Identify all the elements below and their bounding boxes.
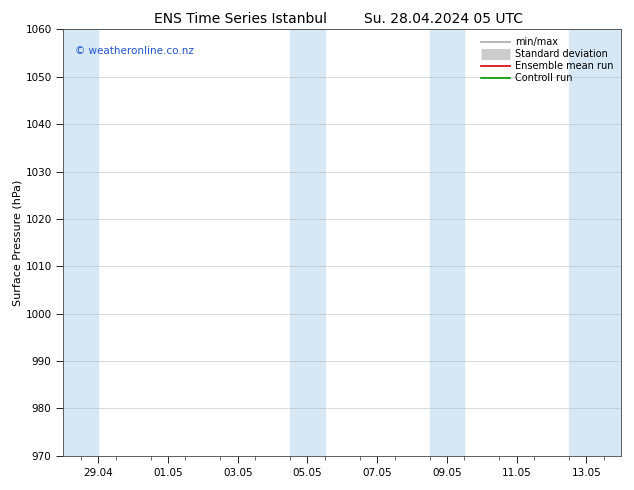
Bar: [569, 29, 621, 456]
Y-axis label: Surface Pressure (hPa): Surface Pressure (hPa): [13, 179, 23, 306]
Bar: [60, 29, 98, 456]
Bar: [290, 29, 325, 456]
Text: ENS Time Series Istanbul: ENS Time Series Istanbul: [155, 12, 327, 26]
Legend: min/max, Standard deviation, Ensemble mean run, Controll run: min/max, Standard deviation, Ensemble me…: [478, 34, 616, 86]
Bar: [429, 29, 464, 456]
Text: Su. 28.04.2024 05 UTC: Su. 28.04.2024 05 UTC: [365, 12, 523, 26]
Text: © weatheronline.co.nz: © weatheronline.co.nz: [75, 47, 193, 56]
